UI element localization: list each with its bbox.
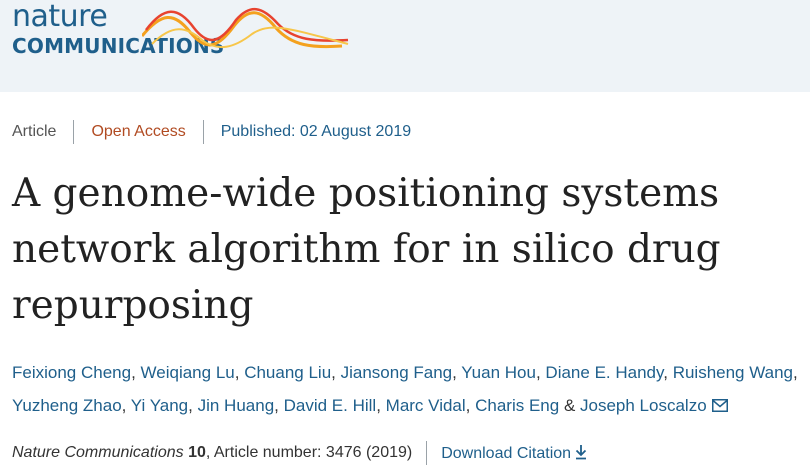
meta-divider [202,120,204,144]
author-link[interactable]: Yuzheng Zhao [12,396,122,415]
author-separator: , [274,396,284,415]
logo-waves-icon [142,8,349,49]
author-separator: , [663,363,673,382]
author-ampersand: & [559,396,581,415]
journal-logo[interactable]: nature COMMUNICATIONS [12,0,352,60]
author-separator: , [376,396,386,415]
meta-divider [73,120,75,144]
citation-divider [426,441,428,465]
author-link[interactable]: David E. Hill [283,396,377,415]
author-link[interactable]: Marc Vidal [385,396,466,415]
download-icon [575,444,587,459]
author-separator: , [793,363,798,382]
author-link[interactable]: Jiansong Fang [340,363,453,382]
author-link[interactable]: Joseph Loscalzo [580,396,707,415]
download-citation-label: Download Citation [441,444,572,462]
mail-icon[interactable] [711,399,728,412]
logo-communications-text: COMMUNICATIONS [12,34,225,58]
author-link[interactable]: Charis Eng [475,396,560,415]
article-number: , Article number: 3476 (2019) [205,444,413,461]
article-type: Article [12,123,57,140]
site-header: nature COMMUNICATIONS [0,0,810,92]
author-link[interactable]: Jin Huang [197,396,275,415]
article-title: A genome-wide positioning systems networ… [12,171,721,328]
journal-name: Nature Communications [12,444,184,461]
author-separator: , [121,396,131,415]
author-link[interactable]: Diane E. Handy [545,363,664,382]
author-separator: , [452,363,462,382]
author-separator: , [331,363,341,382]
author-link[interactable]: Weiqiang Lu [140,363,235,382]
author-list: Feixiong Cheng, Weiqiang Lu, Chuang Liu,… [12,356,802,422]
open-access-label: Open Access [91,123,186,140]
author-link[interactable]: Yuan Hou [461,363,536,382]
journal-volume: 10 [188,444,206,461]
author-separator: , [131,363,141,382]
author-separator: , [465,396,476,415]
citation-line: Nature Communications 10, Article number… [12,441,587,465]
author-link[interactable]: Ruisheng Wang [672,363,794,382]
published-date: Published: 02 August 2019 [220,123,412,140]
download-citation-link[interactable]: Download Citation [441,444,587,463]
author-link[interactable]: Feixiong Cheng [12,363,132,382]
author-link[interactable]: Chuang Liu [244,363,332,382]
logo-nature-text: nature [12,0,108,34]
author-separator: , [535,363,546,382]
author-link[interactable]: Yi Yang [130,396,189,415]
author-separator: , [234,363,245,382]
author-separator: , [188,396,198,415]
article-meta: Article Open Access Published: 02 August… [12,120,411,144]
